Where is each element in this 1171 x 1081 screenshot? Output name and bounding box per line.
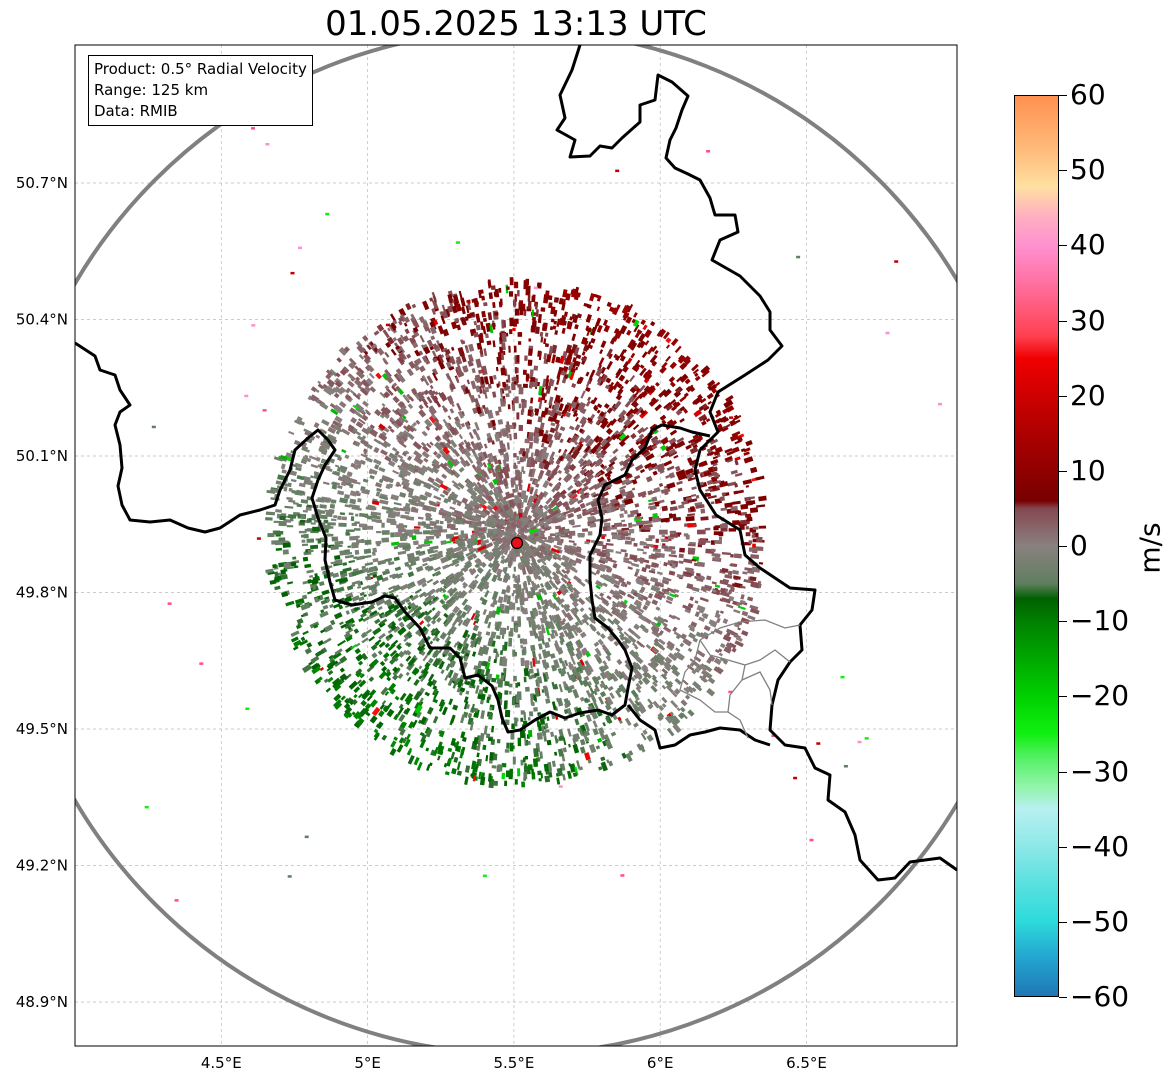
colorbar-tick	[1059, 771, 1067, 773]
colorbar-tick	[1059, 395, 1067, 397]
colorbar-tick	[1059, 470, 1067, 472]
y-tick-label: 48.9°N	[16, 993, 68, 1011]
colorbar-unit-label: m/s	[1133, 522, 1167, 574]
y-tick-label: 49.5°N	[16, 720, 68, 738]
colorbar-tick	[1059, 921, 1067, 923]
y-tick-label: 50.4°N	[16, 311, 68, 329]
colorbar-tick-label: −30	[1070, 754, 1130, 788]
colorbar-tick	[1059, 696, 1067, 698]
x-tick-label: 6.5°E	[786, 1054, 827, 1072]
colorbar-tick-label: 40	[1070, 228, 1106, 262]
y-tick-label: 50.1°N	[16, 447, 68, 465]
colorbar-tick	[1059, 621, 1067, 623]
velocity-echoes	[144, 127, 942, 902]
x-tick-label: 6°E	[647, 1054, 674, 1072]
plot-frame	[74, 44, 958, 1047]
colorbar-tick	[1059, 245, 1067, 247]
map-title: 01.05.2025 13:13 UTC	[325, 4, 707, 44]
colorbar-tick	[1059, 846, 1067, 848]
info-box: Product: 0.5° Radial Velocity Range: 125…	[88, 55, 313, 126]
x-tick-label: 4.5°E	[201, 1054, 242, 1072]
colorbar-tick	[1059, 997, 1067, 998]
colorbar-tick-label: 10	[1070, 453, 1106, 487]
colorbar	[1014, 95, 1059, 997]
colorbar-tick-label: 30	[1070, 303, 1106, 337]
y-tick-label: 49.2°N	[16, 857, 68, 875]
y-tick-label: 50.7°N	[16, 174, 68, 192]
colorbar-tick-label: 20	[1070, 378, 1106, 412]
region-borders	[679, 619, 801, 739]
axis-ticks: 4.5°E 5°E 5.5°E 6°E 6.5°E 50.7°N 50.4°N 50.1°N 4…	[16, 174, 827, 1072]
radar-site-marker	[510, 536, 524, 550]
x-tick-label: 5.5°E	[493, 1054, 534, 1072]
country-borders	[75, 45, 957, 882]
colorbar-tick-label: 50	[1070, 153, 1106, 187]
colorbar-tick-label: −10	[1070, 604, 1130, 638]
colorbar-tick	[1059, 95, 1067, 96]
x-tick-label: 5°E	[354, 1054, 381, 1072]
colorbar-tick-label: 60	[1070, 78, 1106, 111]
y-tick-label: 49.8°N	[16, 584, 68, 602]
colorbar-tick-label: −40	[1070, 829, 1130, 863]
colorbar-tick	[1059, 170, 1067, 172]
colorbar-tick	[1059, 320, 1067, 322]
info-range: Range: 125 km	[94, 81, 209, 99]
colorbar-tick-label: −20	[1070, 679, 1130, 713]
colorbar-tick	[1059, 546, 1067, 547]
colorbar-tick-label: −50	[1070, 904, 1130, 938]
colorbar-tick-label: 0	[1070, 529, 1088, 562]
info-source: Data: RMIB	[94, 102, 178, 120]
colorbar-tick-label: −60	[1070, 980, 1130, 1013]
info-product: Product: 0.5° Radial Velocity	[94, 60, 307, 78]
